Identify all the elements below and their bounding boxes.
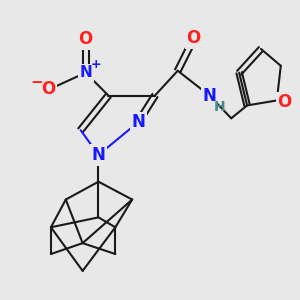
Text: H: H bbox=[214, 100, 225, 114]
Text: O: O bbox=[187, 29, 201, 47]
Text: +: + bbox=[90, 58, 101, 71]
Text: O: O bbox=[278, 93, 292, 111]
Text: O: O bbox=[79, 30, 93, 48]
Text: N: N bbox=[79, 65, 92, 80]
Text: O: O bbox=[41, 80, 55, 98]
Text: −: − bbox=[31, 75, 44, 90]
Text: N: N bbox=[131, 113, 145, 131]
Text: N: N bbox=[202, 86, 216, 104]
Text: N: N bbox=[92, 146, 105, 164]
